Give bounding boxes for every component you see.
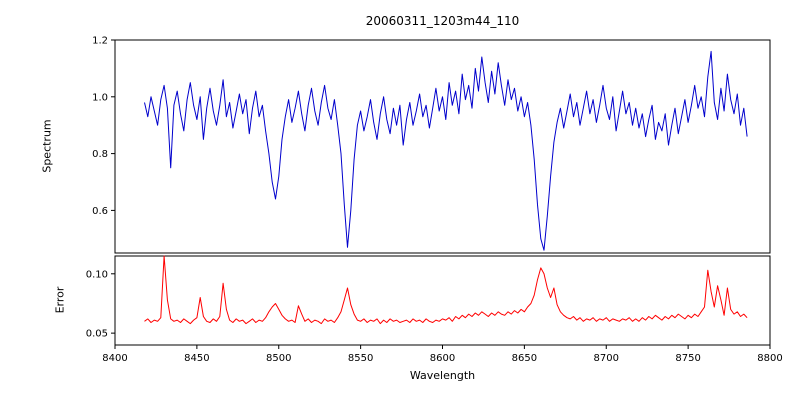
x-tick-label: 8550 <box>348 353 373 364</box>
x-tick-label: 8750 <box>675 353 700 364</box>
y-tick-label: 0.6 <box>92 206 108 217</box>
y-tick-label: 1.0 <box>92 92 108 103</box>
y-axis-label-spectrum: Spectrum <box>40 119 54 173</box>
y-axis-label-error: Error <box>53 286 67 314</box>
x-tick-label: 8600 <box>430 353 455 364</box>
panel-frame-error <box>114 255 771 346</box>
chart-title: 20060311_1203m44_110 <box>365 14 520 28</box>
y-tick-label: 0.10 <box>86 269 108 280</box>
x-tick-label: 8500 <box>266 353 291 364</box>
panel-frame-spectrum <box>114 39 771 254</box>
x-axis-label: Wavelength <box>409 369 476 382</box>
x-tick-label: 8650 <box>512 353 537 364</box>
x-tick-label: 8450 <box>184 353 209 364</box>
x-tick-label: 8800 <box>757 353 782 364</box>
y-tick-label: 0.05 <box>86 329 108 340</box>
x-tick-label: 8700 <box>594 353 619 364</box>
x-tick-label: 8400 <box>102 353 127 364</box>
error-line <box>144 255 748 325</box>
y-tick-label: 1.2 <box>92 36 108 47</box>
y-tick-label: 0.8 <box>92 149 108 160</box>
spectrum-line <box>144 50 748 251</box>
